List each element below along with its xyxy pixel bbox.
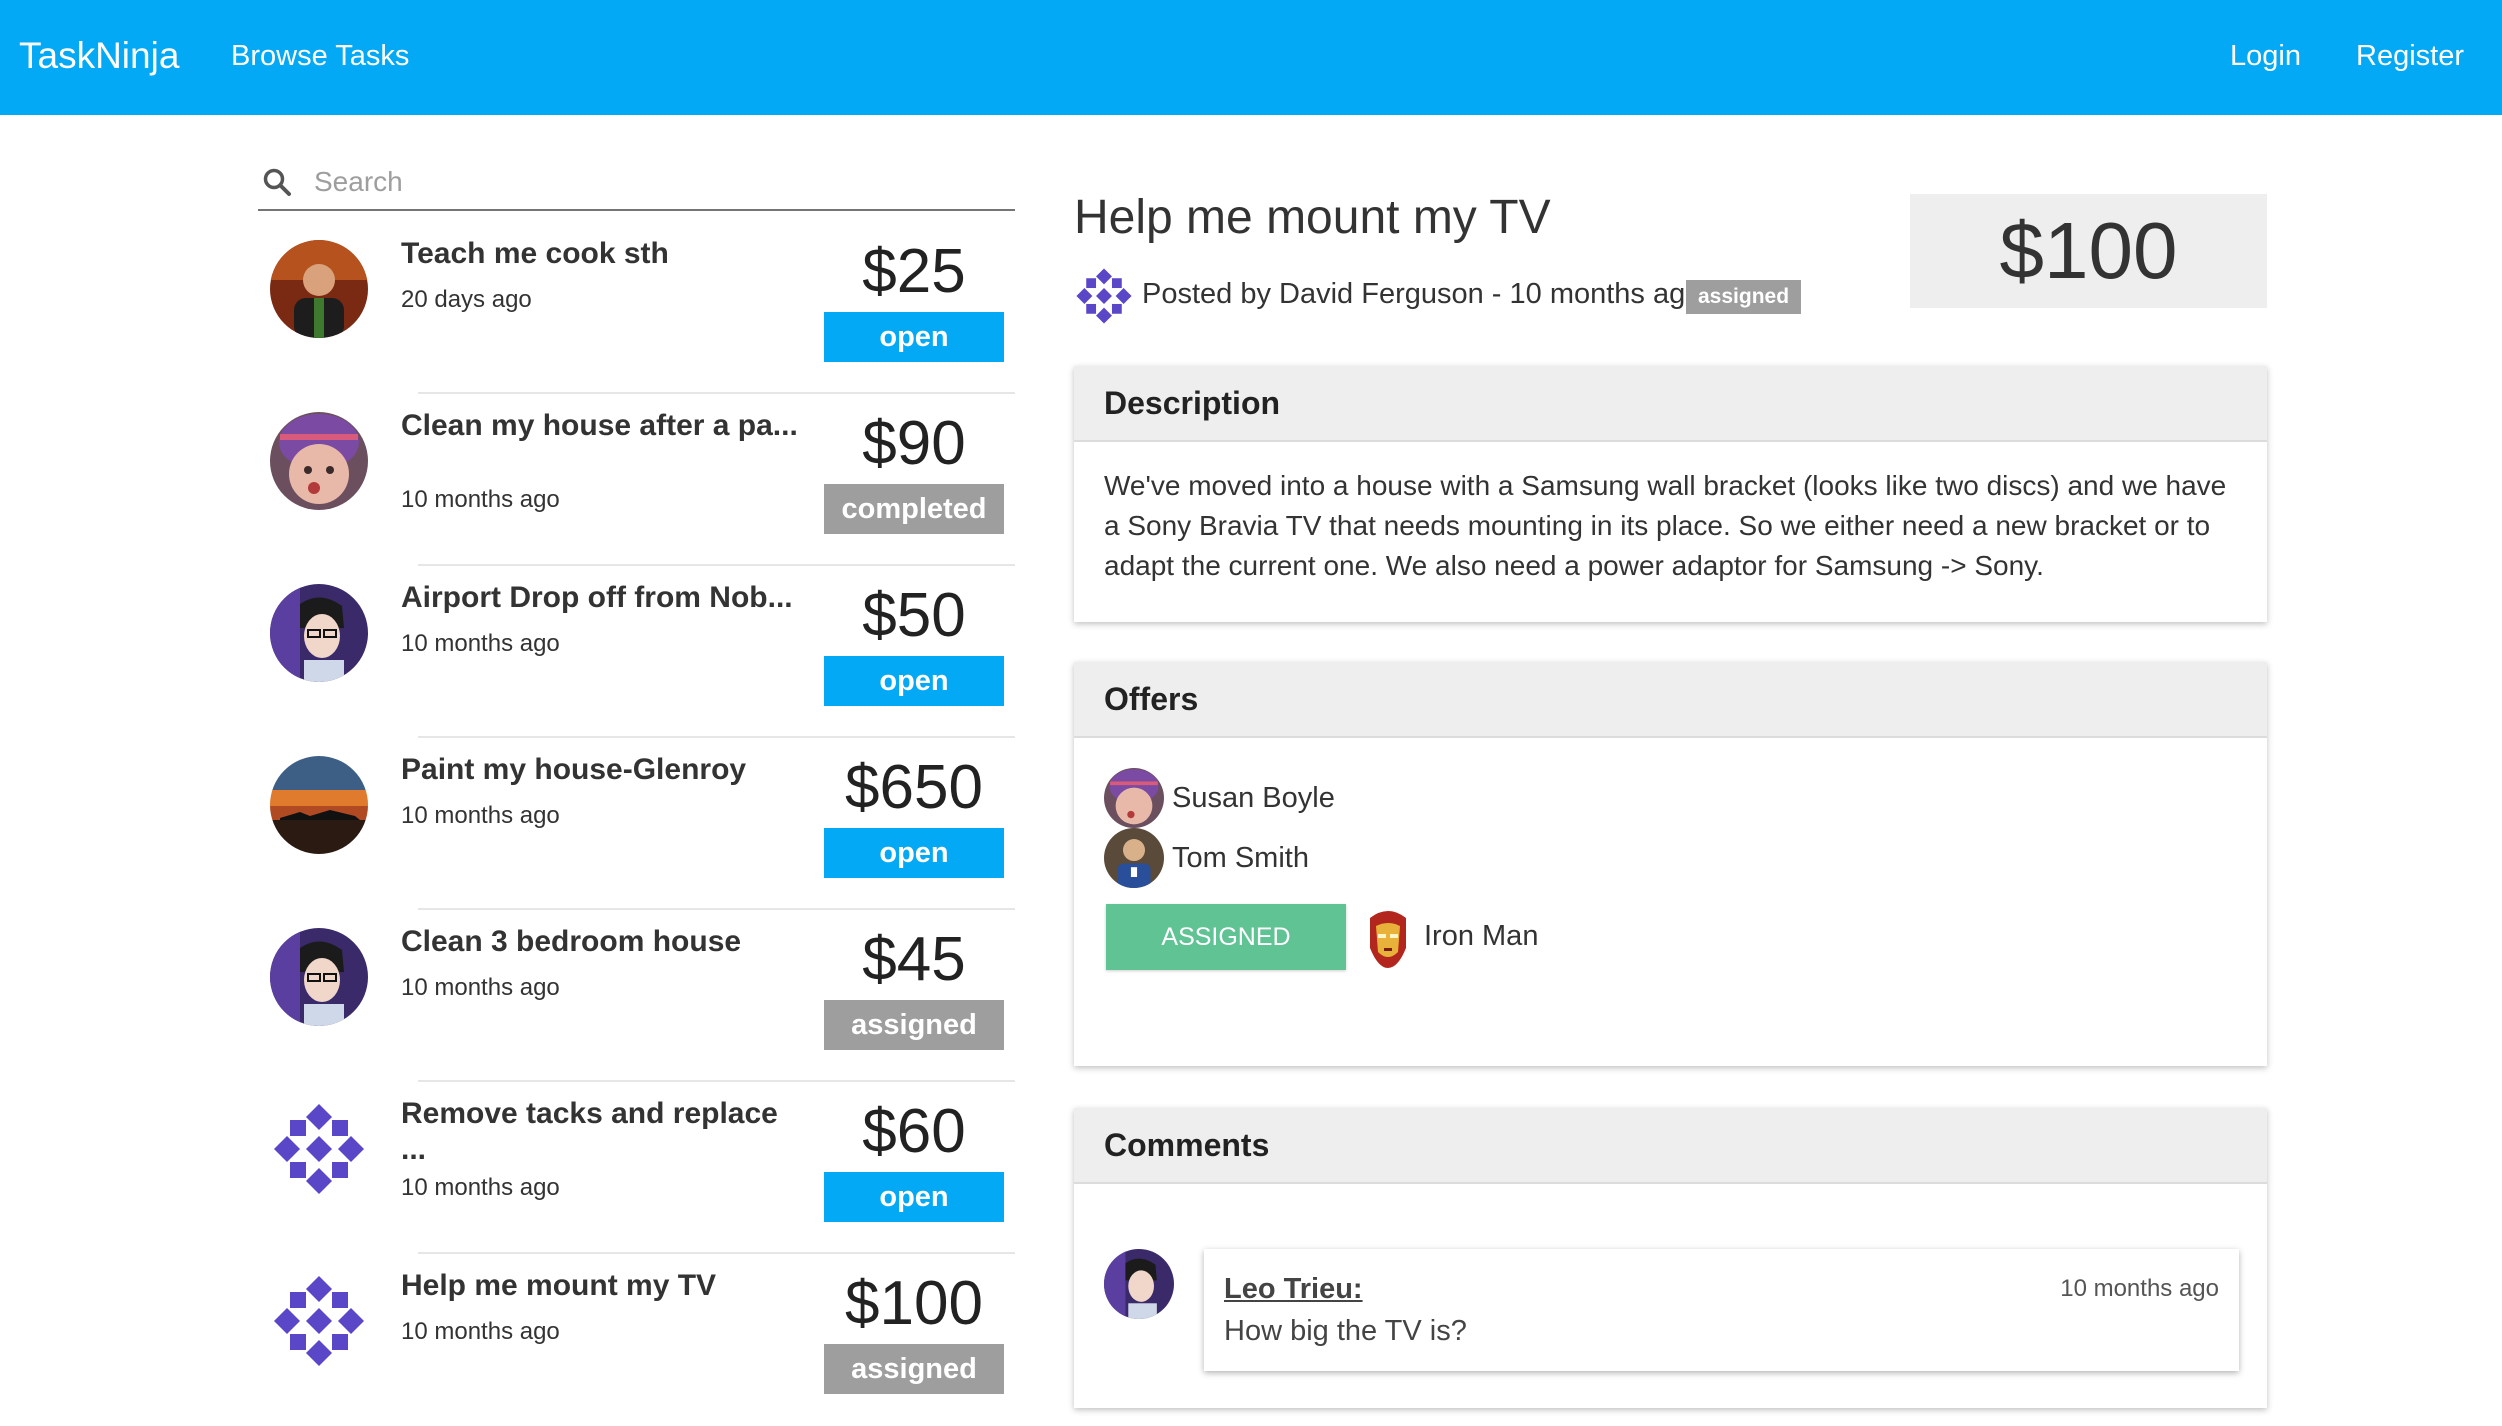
description-card: Description We've moved into a house wit… [1074, 366, 2267, 622]
task-price: $100 [845, 1269, 983, 1338]
status-badge: assigned [824, 1000, 1004, 1050]
task-item[interactable]: Teach me cook sth 20 days ago $25 open [258, 222, 1015, 394]
task-title: Help me mount my TV [401, 1269, 717, 1302]
task-time: 10 months ago [401, 486, 560, 513]
task-item[interactable]: Help me mount my TV 10 months ago $100 a… [258, 1254, 1015, 1426]
task-item[interactable]: Clean 3 bedroom house 10 months ago $45 … [258, 910, 1015, 1082]
task-price: $650 [845, 753, 983, 822]
task-detail-title: Help me mount my TV [1074, 191, 1551, 244]
posted-by-text: Posted by David Ferguson - 10 months ago [1142, 278, 1702, 310]
offer-name: Tom Smith [1172, 842, 1309, 874]
avatar [1104, 828, 1164, 888]
task-title: Teach me cook sth [401, 237, 669, 270]
task-item[interactable]: Airport Drop off from Nob... 10 months a… [258, 566, 1015, 738]
task-time: 10 months ago [401, 1174, 560, 1201]
brand-logo[interactable]: TaskNinja [19, 35, 180, 76]
status-badge: open [824, 656, 1004, 706]
offer-name: Susan Boyle [1172, 782, 1335, 814]
description-text: We've moved into a house with a Samsung … [1104, 470, 2227, 581]
task-title: Paint my house-Glenroy [401, 753, 747, 786]
search-input[interactable] [312, 161, 1006, 203]
task-title: Clean 3 bedroom house [401, 925, 742, 958]
search-bar [258, 155, 1015, 211]
avatar [1104, 768, 1164, 828]
status-badge: completed [824, 484, 1004, 534]
status-badge: open [824, 312, 1004, 362]
task-title: Remove tacks and replace ... [401, 1097, 778, 1166]
comments-card: Comments Leo Trieu: 10 months ago How bi… [1074, 1108, 2267, 1408]
task-title: Airport Drop off from Nob... [401, 581, 793, 614]
task-price: $45 [862, 925, 966, 994]
status-badge: open [824, 828, 1004, 878]
task-price: $60 [862, 1097, 966, 1166]
avatar [1104, 1249, 1174, 1319]
comment: Leo Trieu: 10 months ago How big the TV … [1204, 1249, 2239, 1371]
offers-card: Offers Susan Boyle Tom Smith ASSIGNED [1074, 662, 2267, 1066]
task-time: 10 months ago [401, 802, 560, 829]
task-item[interactable]: Remove tacks and replace ... 10 months a… [258, 1082, 1015, 1254]
task-price: $50 [862, 581, 966, 650]
task-time: 20 days ago [401, 286, 532, 313]
task-time: 10 months ago [401, 974, 560, 1001]
avatar [270, 412, 368, 510]
comment-time: 10 months ago [2060, 1275, 2219, 1302]
task-title: Clean my house after a pa... [401, 409, 798, 442]
register-link[interactable]: Register [2356, 40, 2464, 72]
avatar [270, 928, 368, 1026]
avatar [270, 1100, 368, 1198]
avatar [270, 756, 368, 854]
login-link[interactable]: Login [2230, 40, 2301, 72]
divider [418, 1252, 1015, 1254]
comment-author[interactable]: Leo Trieu: [1224, 1273, 1363, 1305]
task-time: 10 months ago [401, 630, 560, 657]
task-list: Teach me cook sth 20 days ago $25 open C… [258, 222, 1015, 1426]
divider [418, 1080, 1015, 1082]
task-price: $90 [862, 409, 966, 478]
offers-heading: Offers [1074, 662, 2267, 738]
divider [418, 564, 1015, 566]
description-heading: Description [1074, 366, 2267, 442]
status-badge: assigned [824, 1344, 1004, 1394]
task-item[interactable]: Clean my house after a pa... 10 months a… [258, 394, 1015, 566]
top-navbar: TaskNinja Browse Tasks Login Register [0, 0, 2502, 115]
task-time: 10 months ago [401, 1318, 560, 1345]
task-detail-price: $100 [1910, 194, 2267, 308]
status-badge: open [824, 1172, 1004, 1222]
avatar [270, 1272, 368, 1370]
status-badge: assigned [1686, 280, 1802, 314]
divider [418, 908, 1015, 910]
divider [418, 736, 1015, 738]
avatar [270, 240, 368, 338]
comments-heading: Comments [1074, 1108, 2267, 1184]
search-icon [263, 168, 291, 196]
comment-text: How big the TV is? [1224, 1315, 1467, 1347]
task-item[interactable]: Paint my house-Glenroy 10 months ago $65… [258, 738, 1015, 910]
poster-avatar [1074, 266, 1134, 326]
assignee-name: Iron Man [1424, 920, 1539, 952]
iron-man-icon [1370, 911, 1406, 968]
browse-tasks-link[interactable]: Browse Tasks [231, 40, 410, 72]
assigned-button[interactable]: ASSIGNED [1106, 904, 1346, 970]
avatar [270, 584, 368, 682]
divider [418, 392, 1015, 394]
task-price: $25 [862, 237, 966, 306]
